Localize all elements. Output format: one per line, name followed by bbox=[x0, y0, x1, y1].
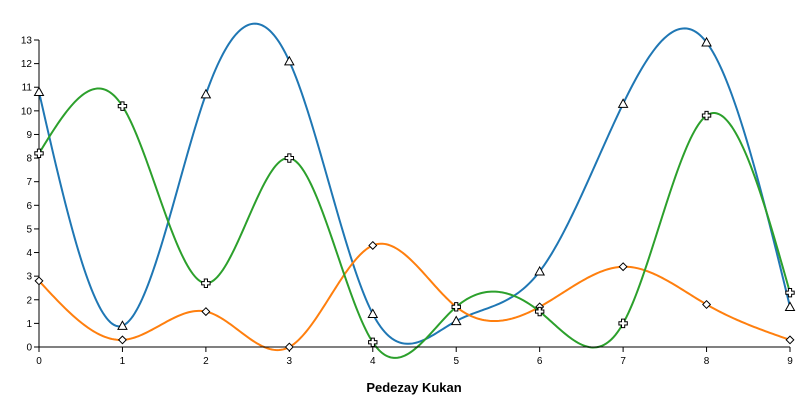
series-3-point bbox=[785, 287, 795, 298]
series-1-point bbox=[784, 301, 796, 311]
y-tick-label: 0 bbox=[26, 343, 32, 354]
y-tick-label: 8 bbox=[26, 154, 32, 165]
series-1-point bbox=[117, 320, 128, 330]
series-layer bbox=[38, 22, 791, 359]
series-3-point bbox=[451, 302, 461, 312]
series-1-point bbox=[200, 88, 212, 99]
y-tick-label: 4 bbox=[26, 248, 32, 259]
series-2-point bbox=[284, 342, 294, 352]
series-1-point bbox=[617, 98, 629, 108]
x-tick-label: 0 bbox=[36, 356, 42, 367]
series-2-point bbox=[702, 299, 712, 309]
y-tick-label: 5 bbox=[26, 224, 32, 235]
x-tick-label: 9 bbox=[787, 356, 793, 367]
x-tick-label: 7 bbox=[620, 356, 626, 367]
series-1-point bbox=[283, 55, 295, 66]
y-tick-label: 3 bbox=[26, 272, 32, 283]
series-1-point bbox=[534, 265, 546, 276]
series-1-point bbox=[33, 86, 45, 97]
series-2-point bbox=[117, 335, 127, 345]
y-tick-label: 12 bbox=[21, 59, 33, 70]
y-tick-label: 1 bbox=[26, 319, 32, 330]
series-3-point bbox=[618, 318, 628, 329]
x-tick-label: 2 bbox=[203, 356, 209, 367]
y-tick-label: 6 bbox=[26, 201, 32, 212]
series-3-point bbox=[34, 148, 44, 159]
series-3-point bbox=[701, 110, 712, 121]
x-tick-label: 3 bbox=[287, 356, 293, 367]
axes bbox=[34, 39, 791, 352]
x-axis-title: Pedezay Kukan bbox=[366, 380, 461, 395]
markers-layer bbox=[33, 36, 796, 352]
series-3-point bbox=[201, 278, 211, 288]
series-1-line bbox=[38, 22, 791, 345]
series-2-point bbox=[201, 307, 211, 317]
x-tick-label: 5 bbox=[453, 356, 459, 367]
series-1-point bbox=[701, 36, 712, 47]
series-1-point bbox=[450, 315, 462, 326]
series-3-point bbox=[368, 337, 378, 347]
y-tick-label: 10 bbox=[21, 106, 33, 117]
series-2-point bbox=[368, 240, 378, 250]
x-tick-label: 6 bbox=[537, 356, 543, 367]
x-tick-label: 8 bbox=[704, 356, 710, 367]
y-tick-label: 11 bbox=[22, 83, 33, 94]
series-3-point bbox=[117, 101, 128, 111]
x-tick-label: 4 bbox=[370, 356, 376, 367]
series-2-line bbox=[38, 242, 791, 352]
y-tick-label: 2 bbox=[26, 295, 32, 306]
series-2-point bbox=[785, 335, 795, 345]
series-3-line bbox=[38, 87, 791, 359]
series-3-point bbox=[534, 306, 545, 317]
series-3-point bbox=[284, 153, 295, 163]
series-2-point bbox=[618, 262, 628, 272]
y-tick-label: 7 bbox=[26, 177, 32, 188]
x-tick-label: 1 bbox=[120, 356, 126, 367]
y-tick-label: 13 bbox=[21, 36, 33, 47]
y-tick-label: 9 bbox=[26, 130, 32, 141]
series-2-point bbox=[34, 276, 44, 286]
series-1-point bbox=[367, 308, 379, 319]
